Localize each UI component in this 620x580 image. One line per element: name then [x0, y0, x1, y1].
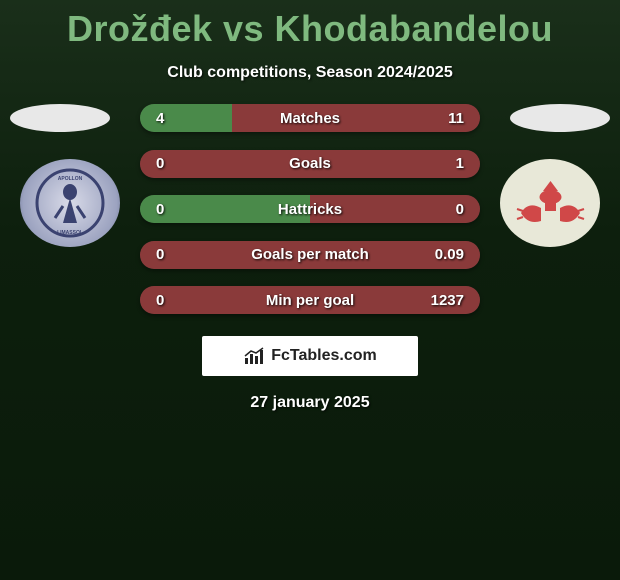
player-left-flag	[10, 104, 110, 132]
footer-date: 27 january 2025	[0, 394, 620, 412]
stat-label: Matches	[280, 110, 340, 127]
stat-value-right: 1	[424, 155, 464, 172]
stat-value-left: 0	[156, 246, 196, 263]
content-area: APOLLON LIMASSOL 4 Matches 11 0 Goals 1 0 Hattr…	[0, 104, 620, 314]
stat-label: Goals per match	[251, 246, 369, 263]
player-right-flag-wrap	[510, 104, 610, 132]
stat-row: 0 Goals per match 0.09	[140, 241, 480, 269]
stat-row: 0 Hattricks 0	[140, 195, 480, 223]
stat-value-left: 4	[156, 110, 196, 127]
chart-icon	[243, 346, 267, 366]
stat-label: Min per goal	[266, 292, 354, 309]
stat-row: 4 Matches 11	[140, 104, 480, 132]
player-left-flag-wrap	[10, 104, 110, 132]
apollon-badge-icon: APOLLON LIMASSOL	[35, 168, 105, 238]
stat-value-right: 11	[424, 110, 464, 127]
player-right-flag	[510, 104, 610, 132]
tractor-badge-icon	[513, 173, 588, 233]
stats-table: 4 Matches 11 0 Goals 1 0 Hattricks 0 0 Goals per m…	[140, 104, 480, 314]
stat-value-left: 0	[156, 292, 196, 309]
watermark: FcTables.com	[202, 336, 418, 376]
stat-row: 0 Goals 1	[140, 150, 480, 178]
stat-value-left: 0	[156, 155, 196, 172]
stat-label: Goals	[289, 155, 331, 172]
stat-value-right: 0.09	[424, 246, 464, 263]
svg-text:APOLLON: APOLLON	[58, 176, 83, 182]
comparison-title: Drožđek vs Khodabandelou	[0, 0, 620, 50]
player-right-club-badge	[500, 159, 600, 247]
player-left-club-badge: APOLLON LIMASSOL	[20, 159, 120, 247]
watermark-text: FcTables.com	[271, 347, 377, 365]
svg-text:LIMASSOL: LIMASSOL	[57, 230, 83, 236]
stat-row: 0 Min per goal 1237	[140, 286, 480, 314]
stat-value-right: 0	[424, 201, 464, 218]
stat-label: Hattricks	[278, 201, 342, 218]
stat-value-right: 1237	[424, 292, 464, 309]
stat-value-left: 0	[156, 201, 196, 218]
comparison-subtitle: Club competitions, Season 2024/2025	[0, 64, 620, 82]
